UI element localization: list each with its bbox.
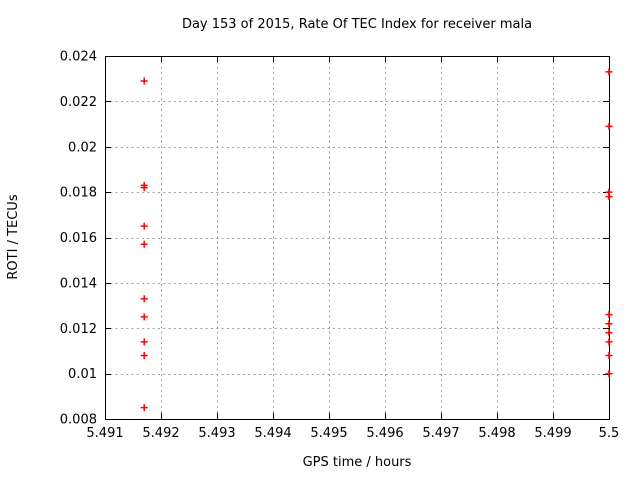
y-tick-label: 0.012 [60, 322, 97, 337]
x-axis-title: GPS time / hours [303, 455, 412, 470]
x-tick-label: 5.497 [422, 426, 459, 441]
x-tick-label: 5.494 [254, 426, 291, 441]
data-point-marker [140, 404, 148, 412]
data-point-marker [605, 370, 613, 378]
x-tick-label: 5.495 [310, 426, 347, 441]
data-point-marker [140, 222, 148, 230]
axes: 5.491 5.492 5.493 5.494 5.495 5.496 5.497 5.498… [60, 50, 620, 442]
data-point-marker [140, 313, 148, 321]
y-tick-label: 0.008 [60, 413, 97, 428]
data-point-marker [605, 122, 613, 130]
x-tick-label: 5.496 [366, 426, 403, 441]
data-point-marker [605, 311, 613, 319]
y-tick-label: 0.022 [60, 95, 97, 110]
x-tick-label: 5.492 [142, 426, 179, 441]
data-point-marker [140, 351, 148, 359]
data-point-marker [140, 184, 148, 192]
data-point-marker [605, 351, 613, 359]
x-tick-label: 5.491 [86, 426, 123, 441]
x-tick-label: 5.498 [478, 426, 515, 441]
grid-lines [105, 56, 610, 420]
data-point-marker [605, 68, 613, 76]
x-tick-label: 5.499 [534, 426, 571, 441]
data-point-marker [605, 320, 613, 328]
y-tick-label: 0.01 [68, 367, 97, 382]
y-tick-label: 0.024 [60, 50, 97, 65]
data-point-marker [605, 193, 613, 201]
data-point-marker [140, 338, 148, 346]
y-tick-label: 0.016 [60, 231, 97, 246]
data-point-marker [605, 329, 613, 337]
y-tick-label: 0.02 [68, 140, 97, 155]
data-point-marker [140, 240, 148, 248]
y-tick-label: 0.018 [60, 186, 97, 201]
data-point-marker [140, 77, 148, 85]
x-tick-label: 5.5 [599, 426, 620, 441]
chart-title: Day 153 of 2015, Rate Of TEC Index for r… [182, 17, 532, 32]
data-point-marker [140, 295, 148, 303]
x-tick-label: 5.493 [198, 426, 235, 441]
data-points [140, 68, 613, 412]
data-point-marker [605, 338, 613, 346]
y-axis-title: ROTI / TECUs [6, 194, 21, 279]
y-tick-label: 0.014 [60, 276, 97, 291]
